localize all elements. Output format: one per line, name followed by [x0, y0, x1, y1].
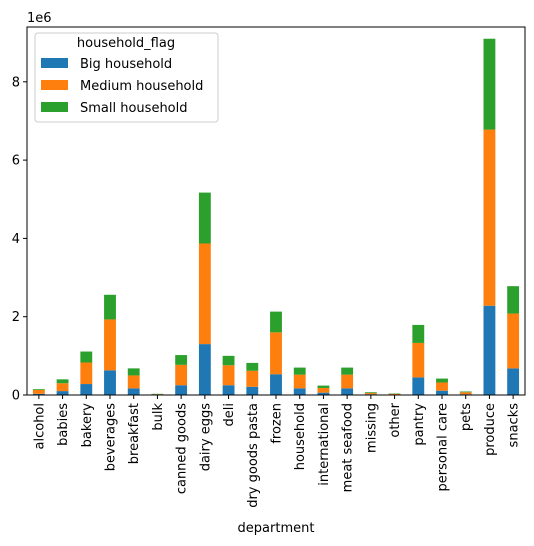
x-tick-label: dairy eggs: [198, 403, 213, 472]
bar-segment: [483, 38, 496, 130]
x-tick-label: bulk: [151, 403, 166, 431]
bar-segment: [80, 351, 93, 363]
bar-segment: [507, 286, 520, 314]
legend-swatch: [41, 102, 68, 112]
bar-segment: [175, 355, 188, 365]
bar-segment: [222, 355, 235, 366]
bar-segment: [270, 311, 282, 333]
bar-segment: [127, 368, 140, 376]
bars-group: [32, 38, 520, 395]
bar-segment: [293, 367, 306, 375]
x-tick-label: international: [317, 403, 332, 486]
bar-segment: [293, 388, 306, 395]
y-tick-label: 6: [12, 154, 20, 169]
bar-segment: [104, 370, 116, 395]
x-tick-label: deli: [222, 403, 237, 426]
bar-segment: [341, 388, 354, 395]
bar-segment: [127, 388, 140, 395]
bar-segment: [175, 385, 188, 395]
x-axis: alcohol babies bakery beverages breakfast bul…: [32, 395, 522, 508]
legend-box: [34, 32, 219, 123]
x-tick-label: beverages: [104, 403, 119, 472]
legend-swatch: [41, 80, 68, 90]
bar-segment: [293, 374, 306, 389]
x-tick-label: dry goods pasta: [246, 403, 261, 508]
bar-segment: [80, 362, 93, 385]
bar-segment: [246, 386, 259, 395]
x-tick-label: breakfast: [127, 403, 142, 464]
bar-segment: [198, 344, 211, 395]
bar-segment: [270, 332, 282, 375]
x-tick-label: babies: [56, 403, 71, 446]
bar-segment: [459, 391, 472, 393]
bar-segment: [56, 391, 69, 395]
bar-segment: [56, 379, 69, 384]
bar-segment: [436, 390, 448, 395]
x-tick-label: snacks: [507, 403, 522, 448]
bar-segment: [412, 377, 425, 395]
x-tick-label: canned goods: [175, 403, 190, 494]
legend-entry-label: Big household: [80, 57, 172, 72]
y-offset-label: 1e6: [27, 11, 52, 26]
legend-swatch: [41, 58, 68, 68]
y-tick-label: 0: [12, 389, 20, 404]
bar-segment: [436, 378, 448, 383]
bar-segment: [364, 392, 377, 394]
bar-segment: [317, 392, 330, 395]
bar-segment: [222, 385, 235, 395]
x-tick-label: pantry: [412, 403, 427, 446]
legend: household_flag Big household Medium house…: [34, 32, 219, 123]
bar-segment: [341, 367, 354, 375]
bar-segment: [507, 313, 520, 369]
legend-entry-label: Small household: [80, 101, 188, 116]
bar-segment: [246, 370, 259, 387]
x-tick-label: produce: [483, 403, 498, 456]
bar-segment: [246, 362, 259, 371]
bar-segment: [222, 365, 235, 386]
bar-segment: [80, 384, 93, 395]
bar-segment: [483, 129, 496, 306]
legend-title: household_flag: [77, 36, 175, 51]
bar-segment: [175, 364, 188, 386]
bar-segment: [507, 368, 520, 395]
bar-segment: [483, 305, 496, 395]
bar-segment: [412, 342, 425, 378]
bar-segment: [341, 374, 354, 389]
plot-frame: [26, 26, 526, 396]
y-tick-label: 8: [12, 75, 20, 90]
x-tick-label: household: [293, 403, 308, 470]
x-tick-label: pets: [459, 403, 474, 431]
bar-segment: [317, 387, 330, 393]
x-tick-label: other: [388, 402, 403, 437]
x-tick-label: frozen: [270, 403, 285, 444]
bar-segment: [364, 393, 377, 395]
y-axis: 0 2 4 6 8: [12, 75, 27, 404]
bar-segment: [198, 243, 211, 345]
x-tick-label: missing: [364, 403, 379, 453]
bar-segment: [436, 382, 448, 391]
bar-segment: [412, 324, 425, 343]
bar-segment: [459, 392, 472, 395]
bar-segment: [388, 393, 401, 395]
y-tick-label: 4: [12, 232, 20, 247]
x-tick-label: personal care: [436, 403, 451, 491]
bar-segment: [32, 389, 45, 390]
bar-segment: [104, 294, 116, 320]
bar-segment: [270, 374, 282, 395]
bar-segment: [198, 192, 211, 244]
bar-segment: [104, 319, 116, 371]
bar-segment: [56, 383, 69, 392]
x-axis-label: department: [238, 521, 315, 536]
y-tick-label: 2: [12, 310, 20, 325]
bar-segment: [127, 375, 140, 389]
legend-entry-label: Medium household: [80, 79, 203, 94]
bar-segment: [32, 393, 45, 395]
x-tick-label: alcohol: [32, 403, 47, 449]
bar-segment: [32, 389, 45, 394]
x-tick-label: bakery: [80, 403, 95, 448]
bar-segment: [317, 385, 330, 388]
x-tick-label: meat seafood: [341, 403, 356, 492]
